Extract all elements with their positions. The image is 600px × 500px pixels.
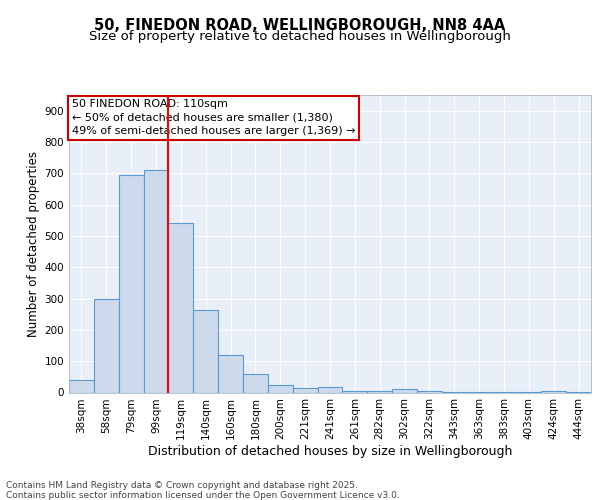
Text: 50, FINEDON ROAD, WELLINGBOROUGH, NN8 4AA: 50, FINEDON ROAD, WELLINGBOROUGH, NN8 4A… [94, 18, 506, 32]
X-axis label: Distribution of detached houses by size in Wellingborough: Distribution of detached houses by size … [148, 445, 512, 458]
Bar [193, 310, 218, 392]
Bar [541, 391, 566, 392]
Bar [268, 384, 293, 392]
Bar [293, 388, 317, 392]
Bar [119, 175, 143, 392]
Bar [392, 390, 417, 392]
Text: Contains HM Land Registry data © Crown copyright and database right 2025.: Contains HM Land Registry data © Crown c… [6, 481, 358, 490]
Bar [343, 391, 367, 392]
Bar [218, 355, 243, 393]
Bar [367, 391, 392, 392]
Bar [243, 374, 268, 392]
Y-axis label: Number of detached properties: Number of detached properties [28, 151, 40, 337]
Text: Size of property relative to detached houses in Wellingborough: Size of property relative to detached ho… [89, 30, 511, 43]
Bar [317, 387, 343, 392]
Text: Contains public sector information licensed under the Open Government Licence v3: Contains public sector information licen… [6, 491, 400, 500]
Text: 50 FINEDON ROAD: 110sqm
← 50% of detached houses are smaller (1,380)
49% of semi: 50 FINEDON ROAD: 110sqm ← 50% of detache… [71, 100, 355, 136]
Bar [94, 298, 119, 392]
Bar [69, 380, 94, 392]
Bar [169, 224, 193, 392]
Bar [417, 391, 442, 392]
Bar [143, 170, 169, 392]
